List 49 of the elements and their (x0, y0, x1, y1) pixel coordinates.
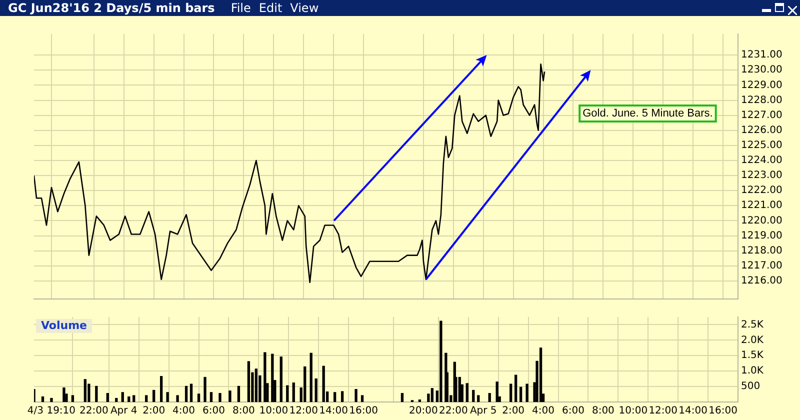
y-tick-label: 1219.00 (741, 230, 782, 242)
x-tick-label: 14:00 (319, 406, 348, 417)
x-tick-label: 4:00 (172, 406, 196, 417)
y-tick-label: 2.0K (741, 334, 764, 346)
y-tick-label: 1220.00 (741, 215, 782, 226)
y-tick-label: 1217.00 (741, 260, 782, 272)
x-tick-label: 4:00 (532, 406, 555, 417)
y-tick-label: 1218.00 (741, 245, 782, 256)
annotation: Gold. June. 5 Minute Bars. (582, 108, 713, 120)
x-tick-label: 10:00 (259, 406, 288, 417)
x-tick-label: 16:00 (708, 406, 738, 417)
x-tick-label: 10:00 (618, 406, 648, 417)
x-tick-label: 12:00 (289, 406, 318, 417)
y-tick-label: 1216.00 (741, 276, 782, 287)
x-tick-label: 8:00 (592, 406, 614, 417)
x-tick-label: 16:00 (349, 406, 378, 417)
x-tick-label: 2:00 (142, 406, 166, 417)
y-tick-label: 1231.00 (741, 50, 782, 61)
x-tick-label: 6:00 (562, 406, 584, 417)
y-tick-label: 2.5K (741, 319, 764, 330)
y-tick-label: 1.5K (741, 350, 764, 362)
text: Edit (258, 1, 282, 15)
x-tick-label: Apr 5 (470, 406, 497, 417)
x-tick-label: 2:00 (502, 406, 525, 417)
text: View (290, 1, 319, 15)
x-tick-label: 12:00 (648, 406, 678, 417)
x-tick-label: Apr 4 (110, 406, 138, 417)
x-tick-label: 22:00 (80, 406, 108, 417)
y-tick-label: 1228.00 (741, 94, 782, 106)
chart-title: Volume (41, 318, 87, 332)
x-tick-label: 14:00 (678, 406, 708, 417)
x-tick-label: 8:00 (232, 406, 255, 417)
y-tick-label: 500 (741, 381, 760, 392)
y-tick-label: 1230.00 (741, 64, 782, 76)
x-tick-label: 22:00 (438, 406, 468, 417)
y-tick-label: 1226.00 (741, 124, 782, 136)
y-tick-label: 1222.00 (741, 185, 782, 196)
y-tick-label: 1224.00 (741, 155, 782, 166)
chart-title: GC Jun28'16 2 Days/5 min bars (8, 1, 215, 15)
y-tick-label: 1229.00 (741, 80, 782, 91)
y-tick-label: 1227.00 (741, 110, 782, 121)
x-tick-label: 20:00 (409, 406, 438, 417)
x-tick-label: 6:00 (202, 406, 225, 417)
y-tick-label: 1221.00 (741, 200, 782, 212)
y-tick-label: 1.0K (741, 366, 764, 377)
y-tick-label: 1223.00 (741, 170, 782, 182)
y-tick-label: 1225.00 (741, 140, 782, 152)
text: File (230, 1, 251, 15)
x-tick-label: 4/3 19:10 (27, 406, 76, 417)
